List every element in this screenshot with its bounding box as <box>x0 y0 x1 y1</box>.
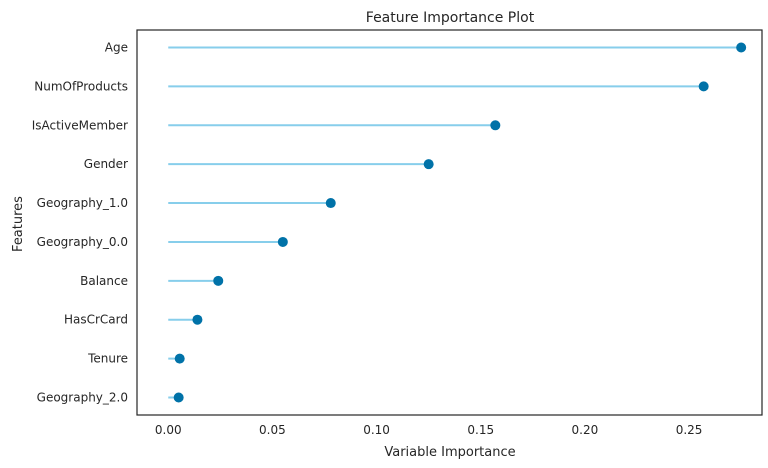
y-tick-label-balance: Balance <box>80 274 128 288</box>
y-axis-label: Features <box>11 196 26 252</box>
y-tick-label-gender: Gender <box>84 157 128 171</box>
marker-gender <box>423 159 434 170</box>
marker-geography-0-0 <box>277 236 288 247</box>
stems-group <box>168 46 742 399</box>
x-tick-labels: 0.00 0.05 0.10 0.15 0.20 0.25 <box>155 423 703 437</box>
x-tick-label: 0.00 <box>155 423 182 437</box>
marker-hascrcard <box>192 314 203 325</box>
y-tick-label-age: Age <box>105 41 128 55</box>
x-tick-label: 0.15 <box>467 423 494 437</box>
markers-group <box>173 42 747 403</box>
chart-title: Feature Importance Plot <box>366 10 535 26</box>
y-tick-label-geography-0-0: Geography_0.0 <box>37 235 128 249</box>
y-tick-label-isactivemember: IsActiveMember <box>32 118 128 132</box>
x-tick-label: 0.25 <box>676 423 703 437</box>
y-tick-label-geography-1-0: Geography_1.0 <box>37 196 128 210</box>
marker-geography-1-0 <box>325 198 336 209</box>
y-tick-labels: Age NumOfProducts IsActiveMember Gender Geog… <box>32 41 128 405</box>
marker-numofproducts <box>698 81 709 92</box>
x-tick-label: 0.05 <box>259 423 286 437</box>
plot-frame <box>136 29 763 416</box>
y-tick-label-numofproducts: NumOfProducts <box>34 79 128 93</box>
x-axis-label: Variable Importance <box>384 445 515 460</box>
x-tick-label: 0.10 <box>363 423 390 437</box>
y-tick-label-tenure: Tenure <box>87 352 128 366</box>
x-tick-label: 0.20 <box>572 423 599 437</box>
y-tick-label-hascrcard: HasCrCard <box>64 313 128 327</box>
marker-balance <box>213 275 224 286</box>
y-tick-label-geography-2-0: Geography_2.0 <box>37 391 128 405</box>
marker-age <box>736 42 747 53</box>
marker-geography-2-0 <box>173 392 184 403</box>
marker-tenure <box>174 353 185 364</box>
marker-isactivemember <box>490 120 501 131</box>
